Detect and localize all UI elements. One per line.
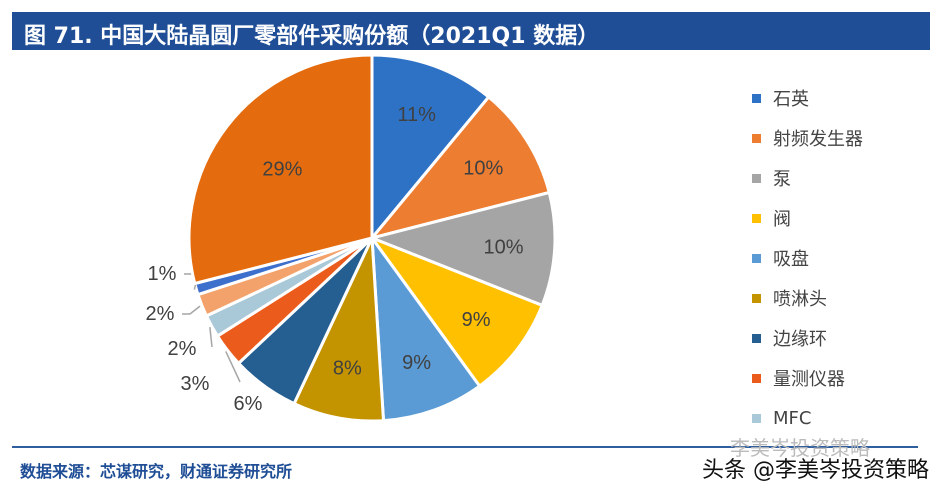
pie-slice [370, 232, 482, 423]
legend-label: 喷淋头 [773, 289, 827, 310]
legend: 石英射频发生器泵阀吸盘喷淋头边缘环量测仪器 MFC [752, 78, 863, 438]
legend-swatch [752, 333, 761, 343]
legend-swatch [752, 93, 761, 103]
legend-label: 边缘环 [773, 329, 827, 350]
legend-item: 阀 [752, 198, 863, 238]
watermark-faint: 李美岑投资策略 [730, 436, 870, 460]
data-label: 9% [402, 352, 431, 374]
data-label: 9% [462, 309, 491, 331]
data-label: 1% [148, 263, 177, 285]
legend-swatch [752, 133, 761, 143]
legend-item: 吸盘 [752, 238, 863, 278]
leader-line [182, 305, 201, 315]
legend-label: 阀 [773, 209, 791, 230]
pie-slice [187, 53, 374, 286]
pie-slice [292, 237, 386, 423]
legend-item: 边缘环 [752, 318, 863, 358]
legend-item: 石英 [752, 78, 863, 118]
leader-line [225, 351, 241, 383]
data-label: 8% [333, 357, 362, 379]
legend-item: 喷淋头 [752, 278, 863, 318]
pie-slice [370, 53, 491, 243]
legend-swatch [752, 413, 761, 423]
data-label: 2% [168, 338, 197, 360]
legend-swatch [752, 173, 761, 183]
data-label: 29% [262, 158, 302, 180]
legend-swatch [752, 293, 761, 303]
legend-swatch [752, 373, 761, 383]
data-label: 3% [181, 373, 210, 395]
legend-swatch [752, 253, 761, 263]
legend-item: 泵 [752, 158, 863, 198]
watermark: 头条 @李美岑投资策略 [702, 458, 929, 483]
legend-label: 射频发生器 [773, 129, 863, 150]
data-label: 10% [463, 157, 503, 179]
source-note: 数据来源：芯谋研究，财通证券研究所 [20, 462, 293, 481]
legend-label: 吸盘 [773, 249, 809, 270]
legend-item: 量测仪器 [752, 358, 863, 398]
title-bar: 图 71. 中国大陆晶圆厂零部件采购份额（2021Q1 数据） [12, 12, 930, 50]
data-label: 2% [146, 303, 175, 325]
data-label: 6% [234, 393, 263, 415]
data-label: 11% [397, 104, 436, 126]
legend-swatch [752, 213, 761, 223]
divider [12, 446, 918, 448]
legend-label: 量测仪器 [773, 369, 845, 390]
pie-slice [367, 234, 545, 389]
chart-title: 图 71. 中国大陆晶圆厂零部件采购份额（2021Q1 数据） [24, 24, 600, 49]
legend-label: 泵 [773, 169, 791, 190]
pie-slice [367, 190, 557, 308]
legend-label: MFC [773, 407, 812, 429]
legend-label: 石英 [773, 89, 809, 110]
legend-item: MFC [752, 398, 863, 438]
legend-item: 射频发生器 [752, 118, 863, 158]
leader-line [209, 327, 213, 348]
data-label: 10% [483, 236, 523, 258]
